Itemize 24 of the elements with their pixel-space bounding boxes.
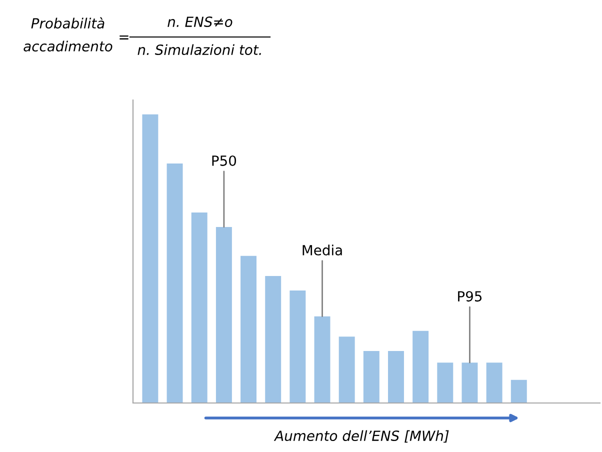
bar — [166, 163, 183, 403]
bar — [363, 351, 380, 403]
bar — [216, 226, 232, 403]
x-axis-title: Aumento dell’ENS [MWh] — [274, 430, 449, 443]
bar — [142, 114, 158, 403]
text: n. Simulazioni tot. — [138, 44, 261, 56]
text: = — [120, 36, 128, 40]
bar — [191, 212, 208, 403]
annotation: Media — [302, 244, 342, 256]
bar — [437, 362, 454, 403]
annotation: P50 — [212, 155, 236, 166]
text: n. ENS≠o — [168, 16, 232, 28]
bar — [240, 256, 257, 403]
bar — [412, 330, 429, 403]
bar — [510, 380, 527, 403]
bar — [290, 290, 306, 403]
bar — [314, 316, 330, 403]
bar — [388, 351, 404, 403]
annotation: P95 — [458, 291, 482, 302]
bar — [462, 362, 478, 403]
bar — [338, 336, 355, 403]
y-axis-title: Probabilità accadimento — [24, 17, 112, 52]
bar — [265, 276, 282, 403]
bar — [486, 362, 502, 403]
